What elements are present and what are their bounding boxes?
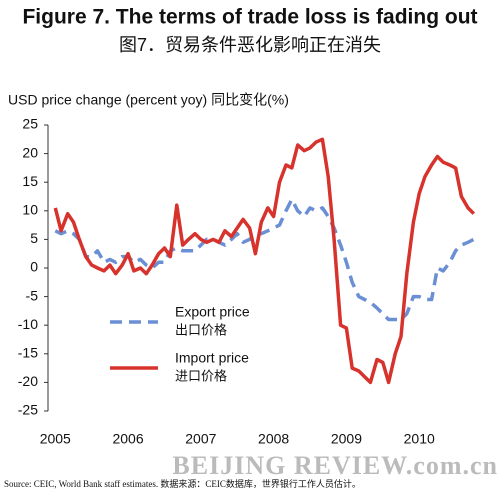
y-tick-label: -10 <box>18 316 38 332</box>
x-tick-label: 2005 <box>40 431 71 447</box>
y-tick-label: 25 <box>22 116 38 132</box>
series-line <box>53 137 476 385</box>
y-tick-label: -5 <box>26 287 39 303</box>
y-tick-label: 20 <box>22 144 38 160</box>
y-tick-label: 5 <box>30 230 38 246</box>
y-tick-label: 10 <box>22 202 38 218</box>
source: Source: CEIC, World Bank staff estimates… <box>4 478 361 489</box>
x-tick-label: 2008 <box>258 431 289 447</box>
y-tick-label: 15 <box>22 173 38 189</box>
legend-label: Export price <box>175 304 250 320</box>
x-tick-label: 2009 <box>331 431 362 447</box>
chart-title: Figure 7. The terms of trade loss is fad… <box>22 6 477 29</box>
y-tick-label: 0 <box>30 259 38 275</box>
x-tick-label: 2010 <box>404 431 435 447</box>
chart-subtitle: 图7．贸易条件恶化影响正在消失 <box>119 35 381 55</box>
x-tick-label: 2006 <box>112 431 143 447</box>
y-axis-label: USD price change (percent yoy) 同比变化(%) <box>8 92 289 108</box>
x-tick-label: 2007 <box>185 431 216 447</box>
y-tick-label: -15 <box>18 345 38 361</box>
y-tick-label: -20 <box>18 373 38 389</box>
legend-label: Import price <box>175 350 249 366</box>
y-tick-label: -25 <box>18 402 38 418</box>
legend-label-cn: 出口价格 <box>175 322 227 337</box>
legend-label-cn: 进口价格 <box>175 368 227 383</box>
watermark: BEIJING REVIEW.com.cn <box>172 451 498 480</box>
